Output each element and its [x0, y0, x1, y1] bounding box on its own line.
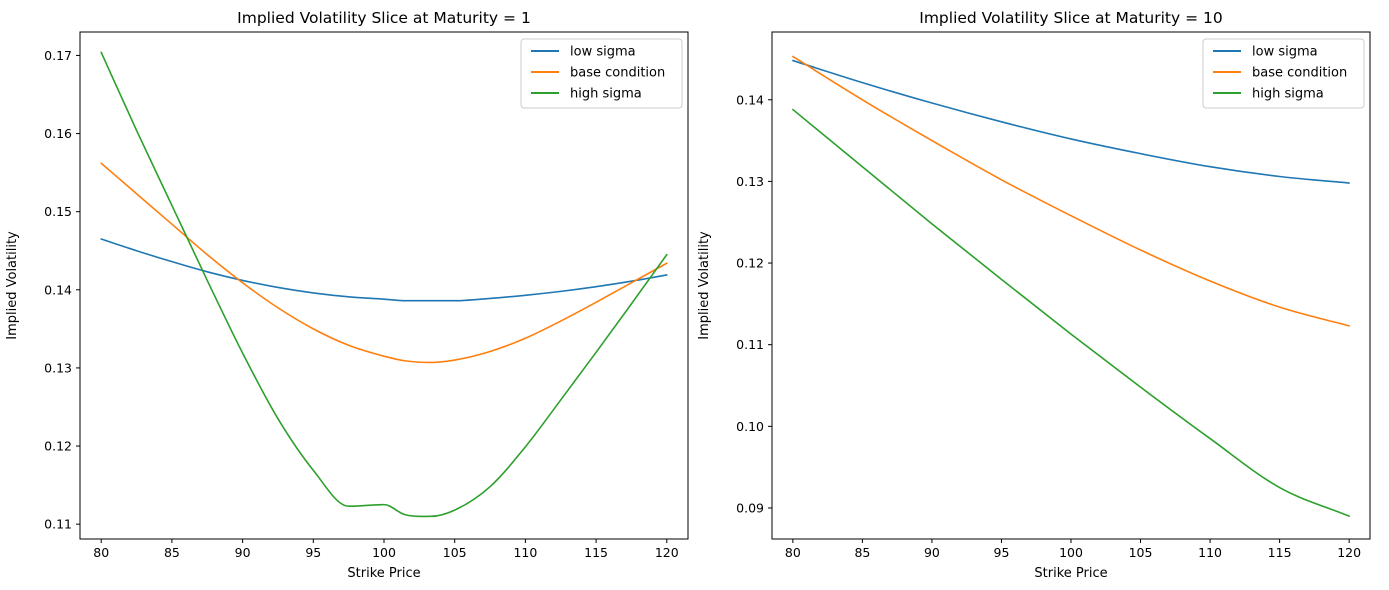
chart-panel-maturity-10: Implied Volatility Slice at Maturity = 1…	[697, 9, 1371, 581]
chart-title: Implied Volatility Slice at Maturity = 1…	[919, 9, 1223, 27]
legend-label-high-sigma: high sigma	[570, 87, 642, 102]
legend-label-base-condition: base condition	[570, 66, 665, 81]
x-tick-label: 115	[1268, 545, 1292, 560]
y-axis-label: Implied Volatility	[697, 231, 712, 340]
legend-label-low-sigma: low sigma	[570, 45, 636, 60]
series-line-high-sigma	[792, 108, 1350, 517]
x-tick-label: 85	[854, 545, 870, 560]
y-tick-label: 0.16	[44, 126, 72, 141]
x-tick-label: 80	[93, 545, 109, 560]
y-tick-label: 0.14	[736, 92, 764, 107]
x-tick-label: 110	[513, 545, 537, 560]
x-axis-label: Strike Price	[1034, 566, 1107, 581]
x-tick-label: 105	[1129, 545, 1153, 560]
axis-ticks: 80 85 90 95 100 105 110 115 120 0.09 0.10 0.11 0.12 0…	[736, 92, 1361, 560]
series-line-base-condition	[100, 162, 668, 364]
series-line-low-sigma	[100, 238, 668, 302]
series-line-high-sigma	[100, 51, 668, 518]
x-tick-label: 95	[305, 545, 321, 560]
y-tick-label: 0.11	[44, 517, 72, 532]
plot-frame	[771, 31, 1371, 540]
x-tick-label: 95	[994, 545, 1010, 560]
legend: low sigma base condition high sigma	[520, 38, 683, 109]
y-tick-label: 0.12	[736, 256, 764, 271]
y-tick-label: 0.13	[44, 360, 72, 375]
series-line-base-condition	[792, 55, 1350, 327]
x-tick-label: 90	[924, 545, 940, 560]
y-tick-label: 0.15	[44, 204, 72, 219]
data-lines	[100, 51, 668, 518]
y-axis-label: Implied Volatility	[5, 231, 20, 340]
y-tick-label: 0.13	[736, 174, 764, 189]
x-tick-label: 90	[235, 545, 251, 560]
x-tick-label: 85	[164, 545, 180, 560]
chart-title: Implied Volatility Slice at Maturity = 1	[237, 9, 531, 27]
y-tick-label: 0.17	[44, 48, 72, 63]
chart-panel-maturity-1: Implied Volatility Slice at Maturity = 1…	[5, 9, 689, 581]
series-line-low-sigma	[792, 59, 1350, 184]
x-tick-label: 105	[443, 545, 467, 560]
y-tick-label: 0.09	[736, 500, 764, 515]
data-lines	[792, 55, 1350, 517]
axis-ticks: 80 85 90 95 100 105 110 115 120 0.11 0.12 0.13 0.14 0…	[44, 48, 679, 560]
y-tick-label: 0.14	[44, 282, 72, 297]
x-tick-label: 100	[1059, 545, 1083, 560]
x-axis-label: Strike Price	[347, 566, 420, 581]
legend-label-high-sigma: high sigma	[1252, 87, 1324, 102]
legend: low sigma base condition high sigma	[1202, 38, 1365, 109]
legend-label-base-condition: base condition	[1252, 66, 1347, 81]
legend-box	[520, 38, 683, 109]
y-tick-label: 0.11	[736, 337, 764, 352]
legend-box	[1202, 38, 1365, 109]
y-tick-label: 0.10	[736, 419, 764, 434]
x-tick-label: 110	[1198, 545, 1222, 560]
plot-frame	[79, 31, 689, 540]
x-tick-label: 120	[1337, 545, 1361, 560]
x-tick-label: 120	[655, 545, 679, 560]
legend-label-low-sigma: low sigma	[1252, 45, 1318, 60]
x-tick-label: 80	[785, 545, 801, 560]
y-tick-label: 0.12	[44, 439, 72, 454]
x-tick-label: 115	[584, 545, 608, 560]
x-tick-label: 100	[372, 545, 396, 560]
